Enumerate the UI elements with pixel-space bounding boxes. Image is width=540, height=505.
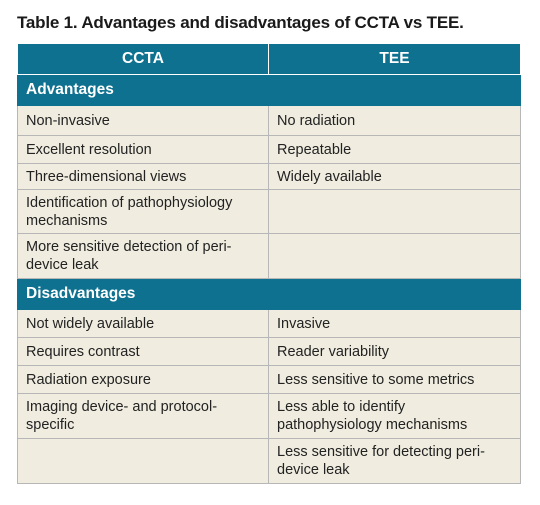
table-row: Non-invasive No radiation — [17, 105, 521, 136]
table-row: Three-dimensional views Widely available — [17, 163, 521, 190]
table-cell: Imaging device- and protocol-specific — [17, 393, 269, 439]
table-cell: Invasive — [268, 309, 521, 338]
table-cell: Radiation exposure — [17, 365, 269, 394]
table-row: Imaging device- and protocol-specific Le… — [17, 393, 521, 439]
section-header-disadvantages: Disadvantages — [17, 278, 521, 310]
section-title: Disadvantages — [17, 278, 521, 310]
table-cell: Less sensitive to some metrics — [268, 365, 521, 394]
column-header-tee: TEE — [268, 43, 521, 75]
table-row: Excellent resolution Repeatable — [17, 135, 521, 164]
column-header-ccta: CCTA — [17, 43, 269, 75]
table-cell: Non-invasive — [17, 105, 269, 136]
table-cell: Excellent resolution — [17, 135, 269, 164]
table-cell: More sensitive detection of peri-device … — [17, 233, 269, 279]
table-cell: Reader variability — [268, 337, 521, 366]
section-header-advantages: Advantages — [17, 74, 521, 106]
table-row: Radiation exposure Less sensitive to som… — [17, 365, 521, 394]
table-cell — [268, 189, 521, 234]
table-row: Less sensitive for detecting peri-device… — [17, 438, 521, 484]
table-cell: No radiation — [268, 105, 521, 136]
table-row: Identification of pathophysiology mechan… — [17, 189, 521, 234]
table-cell: Requires contrast — [17, 337, 269, 366]
table-row: Not widely available Invasive — [17, 309, 521, 338]
table-row: More sensitive detection of peri-device … — [17, 233, 521, 279]
table-cell — [17, 438, 269, 484]
table-cell — [268, 233, 521, 279]
table-row: Requires contrast Reader variability — [17, 337, 521, 366]
table-caption: Table 1. Advantages and disadvantages of… — [17, 13, 464, 32]
table-cell: Less sensitive for detecting peri-device… — [268, 438, 521, 484]
table-cell: Repeatable — [268, 135, 521, 164]
table-header-row: CCTA TEE — [17, 43, 521, 75]
table-cell: Widely available — [268, 163, 521, 190]
table-cell: Less able to identify pathophysiology me… — [268, 393, 521, 439]
section-title: Advantages — [17, 74, 521, 106]
table-cell: Not widely available — [17, 309, 269, 338]
table-cell: Identification of pathophysiology mechan… — [17, 189, 269, 234]
table-cell: Three-dimensional views — [17, 163, 269, 190]
comparison-table: CCTA TEE Advantages Non-invasive No radi… — [17, 43, 521, 484]
